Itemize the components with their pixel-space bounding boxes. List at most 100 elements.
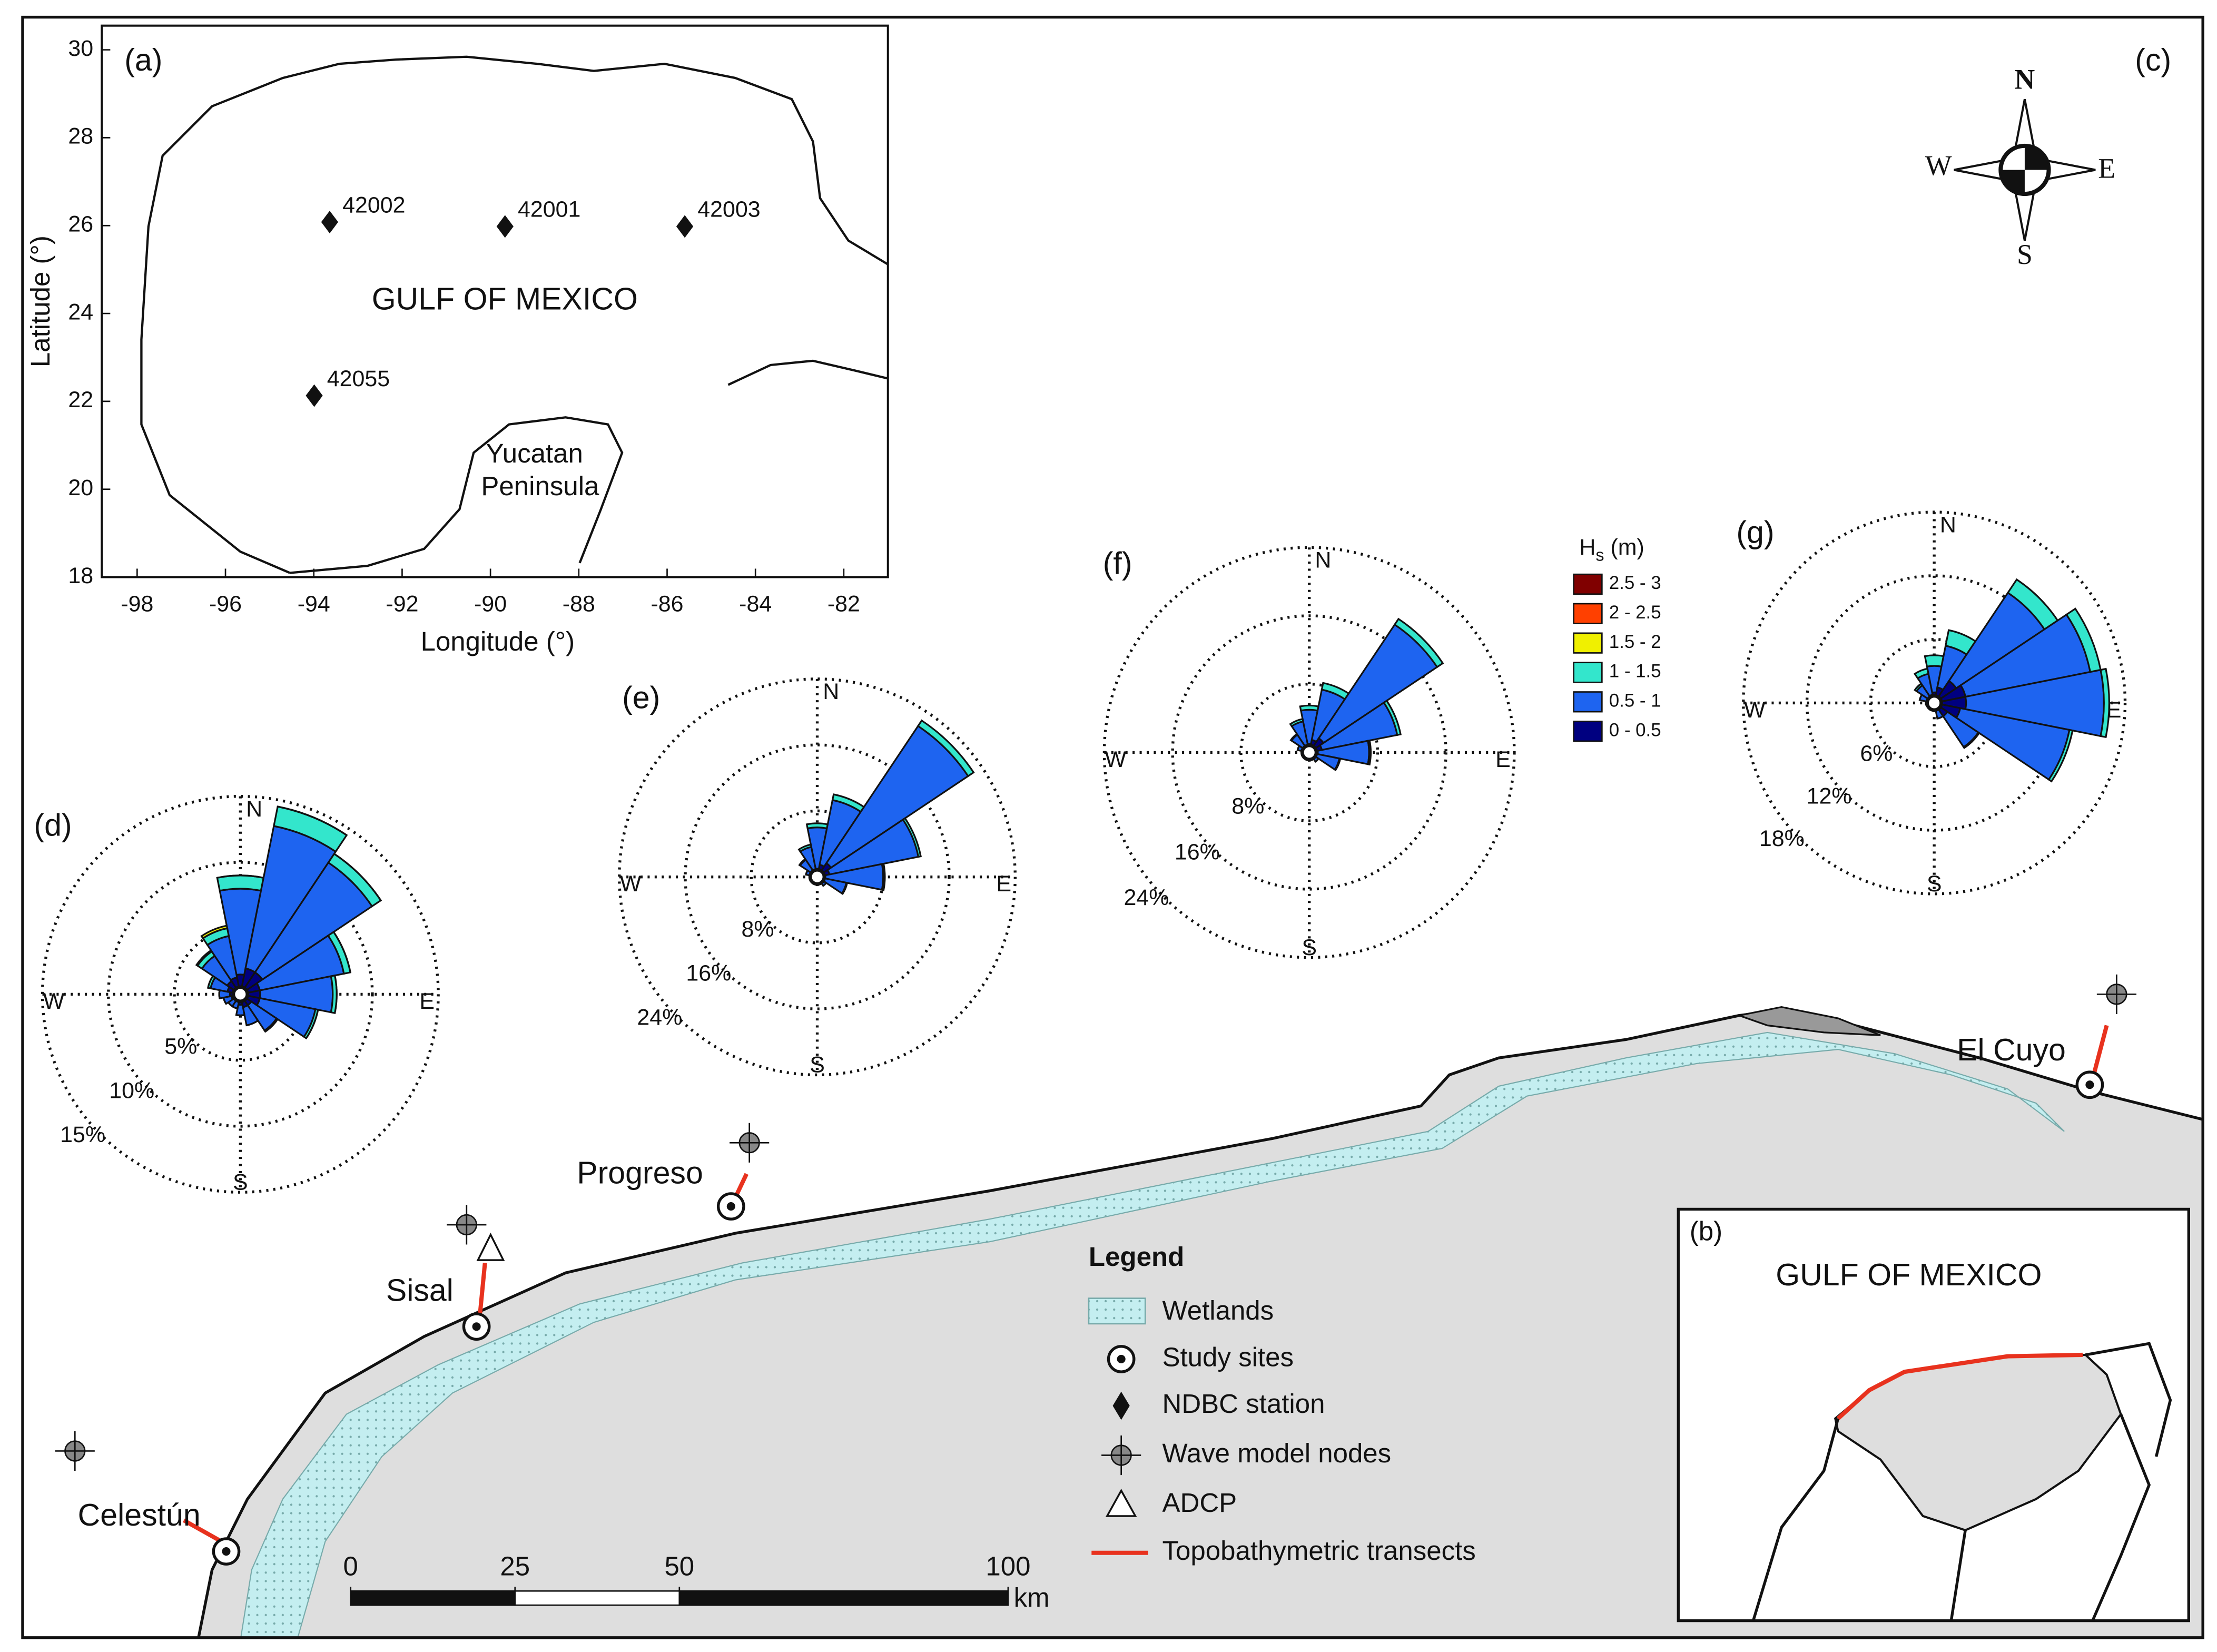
direction-label: N	[823, 679, 839, 704]
panel-label: (b)	[1690, 1216, 1722, 1246]
rose-wedge	[200, 925, 229, 940]
ring-label: 16%	[1175, 839, 1220, 864]
x-tick-label: -86	[651, 592, 683, 617]
compass-w: W	[1925, 150, 1952, 181]
ring	[684, 743, 951, 1010]
rose-wedge	[264, 1018, 279, 1032]
ring-label: 18%	[1759, 826, 1805, 851]
direction-label: S	[1302, 935, 1317, 960]
compass-s: S	[2017, 239, 2033, 270]
y-axis-label: Latitude (°)	[25, 235, 55, 367]
direction-label: N	[1940, 512, 1956, 537]
rose-wedge	[1315, 758, 1319, 763]
hs-label: 1 - 1.5	[1609, 661, 1661, 682]
y-tick-label: 20	[68, 475, 93, 500]
y-tick-label: 30	[68, 36, 93, 61]
y-tick-label: 28	[68, 124, 93, 149]
scale-segment	[678, 1590, 1009, 1606]
ring-label: 24%	[1124, 885, 1169, 910]
study-site-dot	[726, 1202, 735, 1211]
peninsula-label: Peninsula	[481, 471, 599, 501]
scale-label: 25	[500, 1551, 530, 1581]
rose-wedge	[1289, 717, 1304, 727]
direction-label: S	[233, 1169, 248, 1195]
ring-label: 5%	[164, 1034, 197, 1059]
map-a-coast	[140, 55, 888, 574]
inset-map: (b) GULF OF MEXICO	[1677, 1207, 2190, 1622]
rose-wedge	[917, 719, 975, 778]
hs-swatch	[1573, 662, 1603, 683]
station-marker	[306, 384, 323, 407]
transect	[477, 1263, 487, 1321]
legend-symbol	[1117, 1354, 1126, 1364]
ring-label: 12%	[1807, 783, 1852, 809]
hs-legend-title: Hs (m)	[1579, 535, 1644, 564]
legend-label: Topobathymetric transects	[1162, 1536, 1476, 1566]
hs-label: 0.5 - 1	[1609, 691, 1661, 711]
wave-node-cross	[447, 1205, 487, 1245]
rose-title: (e)	[622, 681, 660, 715]
rose-wedge	[841, 881, 849, 896]
direction-label: E	[419, 989, 435, 1014]
panel-label: (a)	[124, 43, 162, 77]
legend-title: Legend	[1089, 1242, 1184, 1272]
rose-wedge	[1333, 757, 1342, 771]
x-tick-label: -96	[209, 592, 242, 617]
y-tick-label: 24	[68, 299, 93, 324]
x-tick-label: -90	[474, 592, 507, 617]
study-site-dot	[472, 1322, 481, 1331]
y-tick-label: 18	[68, 563, 93, 588]
direction-label: W	[1105, 747, 1127, 772]
compass-n: N	[2015, 63, 2035, 95]
scale-unit: km	[1014, 1582, 1050, 1612]
barrier-island	[1736, 1006, 1881, 1036]
station-label: 42003	[697, 197, 760, 222]
rose-wedge	[1962, 731, 1980, 750]
ring-label: 8%	[1231, 794, 1264, 819]
rose-wedge	[902, 817, 922, 858]
direction-label: W	[620, 871, 642, 897]
direction-label: W	[1744, 697, 1766, 723]
hs-symbol: H	[1579, 535, 1595, 560]
legend-swatch	[1088, 1297, 1146, 1325]
coastline	[290, 416, 624, 574]
station-label: 42001	[518, 197, 580, 222]
rose-wedge	[218, 990, 221, 999]
legend-label: ADCP	[1162, 1488, 1237, 1518]
ring	[1239, 682, 1380, 822]
direction-label: W	[43, 989, 65, 1014]
hs-label: 2.5 - 3	[1609, 573, 1661, 593]
direction-label: N	[1315, 547, 1331, 573]
ring	[1171, 614, 1447, 891]
x-tick-label: -88	[563, 592, 595, 617]
direction-label: N	[246, 796, 262, 822]
panel-label: (c)	[2135, 43, 2171, 77]
sea-label: GULF OF MEXICO	[372, 282, 638, 317]
rose-wedge	[1393, 617, 1444, 668]
scale-segment	[350, 1590, 516, 1606]
x-tick-label: -92	[386, 592, 418, 617]
legend-label: NDBC station	[1162, 1389, 1325, 1419]
direction-label: S	[810, 1053, 825, 1078]
transect	[2090, 1025, 2109, 1080]
rose-wedge	[797, 843, 813, 853]
station-marker	[676, 215, 694, 238]
compass: N S W E	[1925, 63, 2115, 270]
wave-node-cross	[730, 1123, 770, 1163]
hs-unit: (m)	[1604, 535, 1644, 560]
hs-label: 1.5 - 2	[1609, 632, 1661, 652]
scale-label: 100	[986, 1551, 1030, 1581]
map-a-frame	[101, 24, 889, 578]
legend: Legend	[1088, 1242, 1184, 1555]
ring-label: 24%	[637, 1005, 682, 1030]
site-label: El Cuyo	[1957, 1032, 2066, 1067]
study-site-dot	[2085, 1080, 2094, 1089]
wind-rose: (d) 5% 10%15% N E S W	[34, 794, 440, 1195]
hs-swatch	[1573, 603, 1603, 624]
rose-center	[1300, 743, 1318, 762]
ring-label: 15%	[60, 1122, 105, 1147]
hs-subscript: s	[1595, 545, 1604, 564]
